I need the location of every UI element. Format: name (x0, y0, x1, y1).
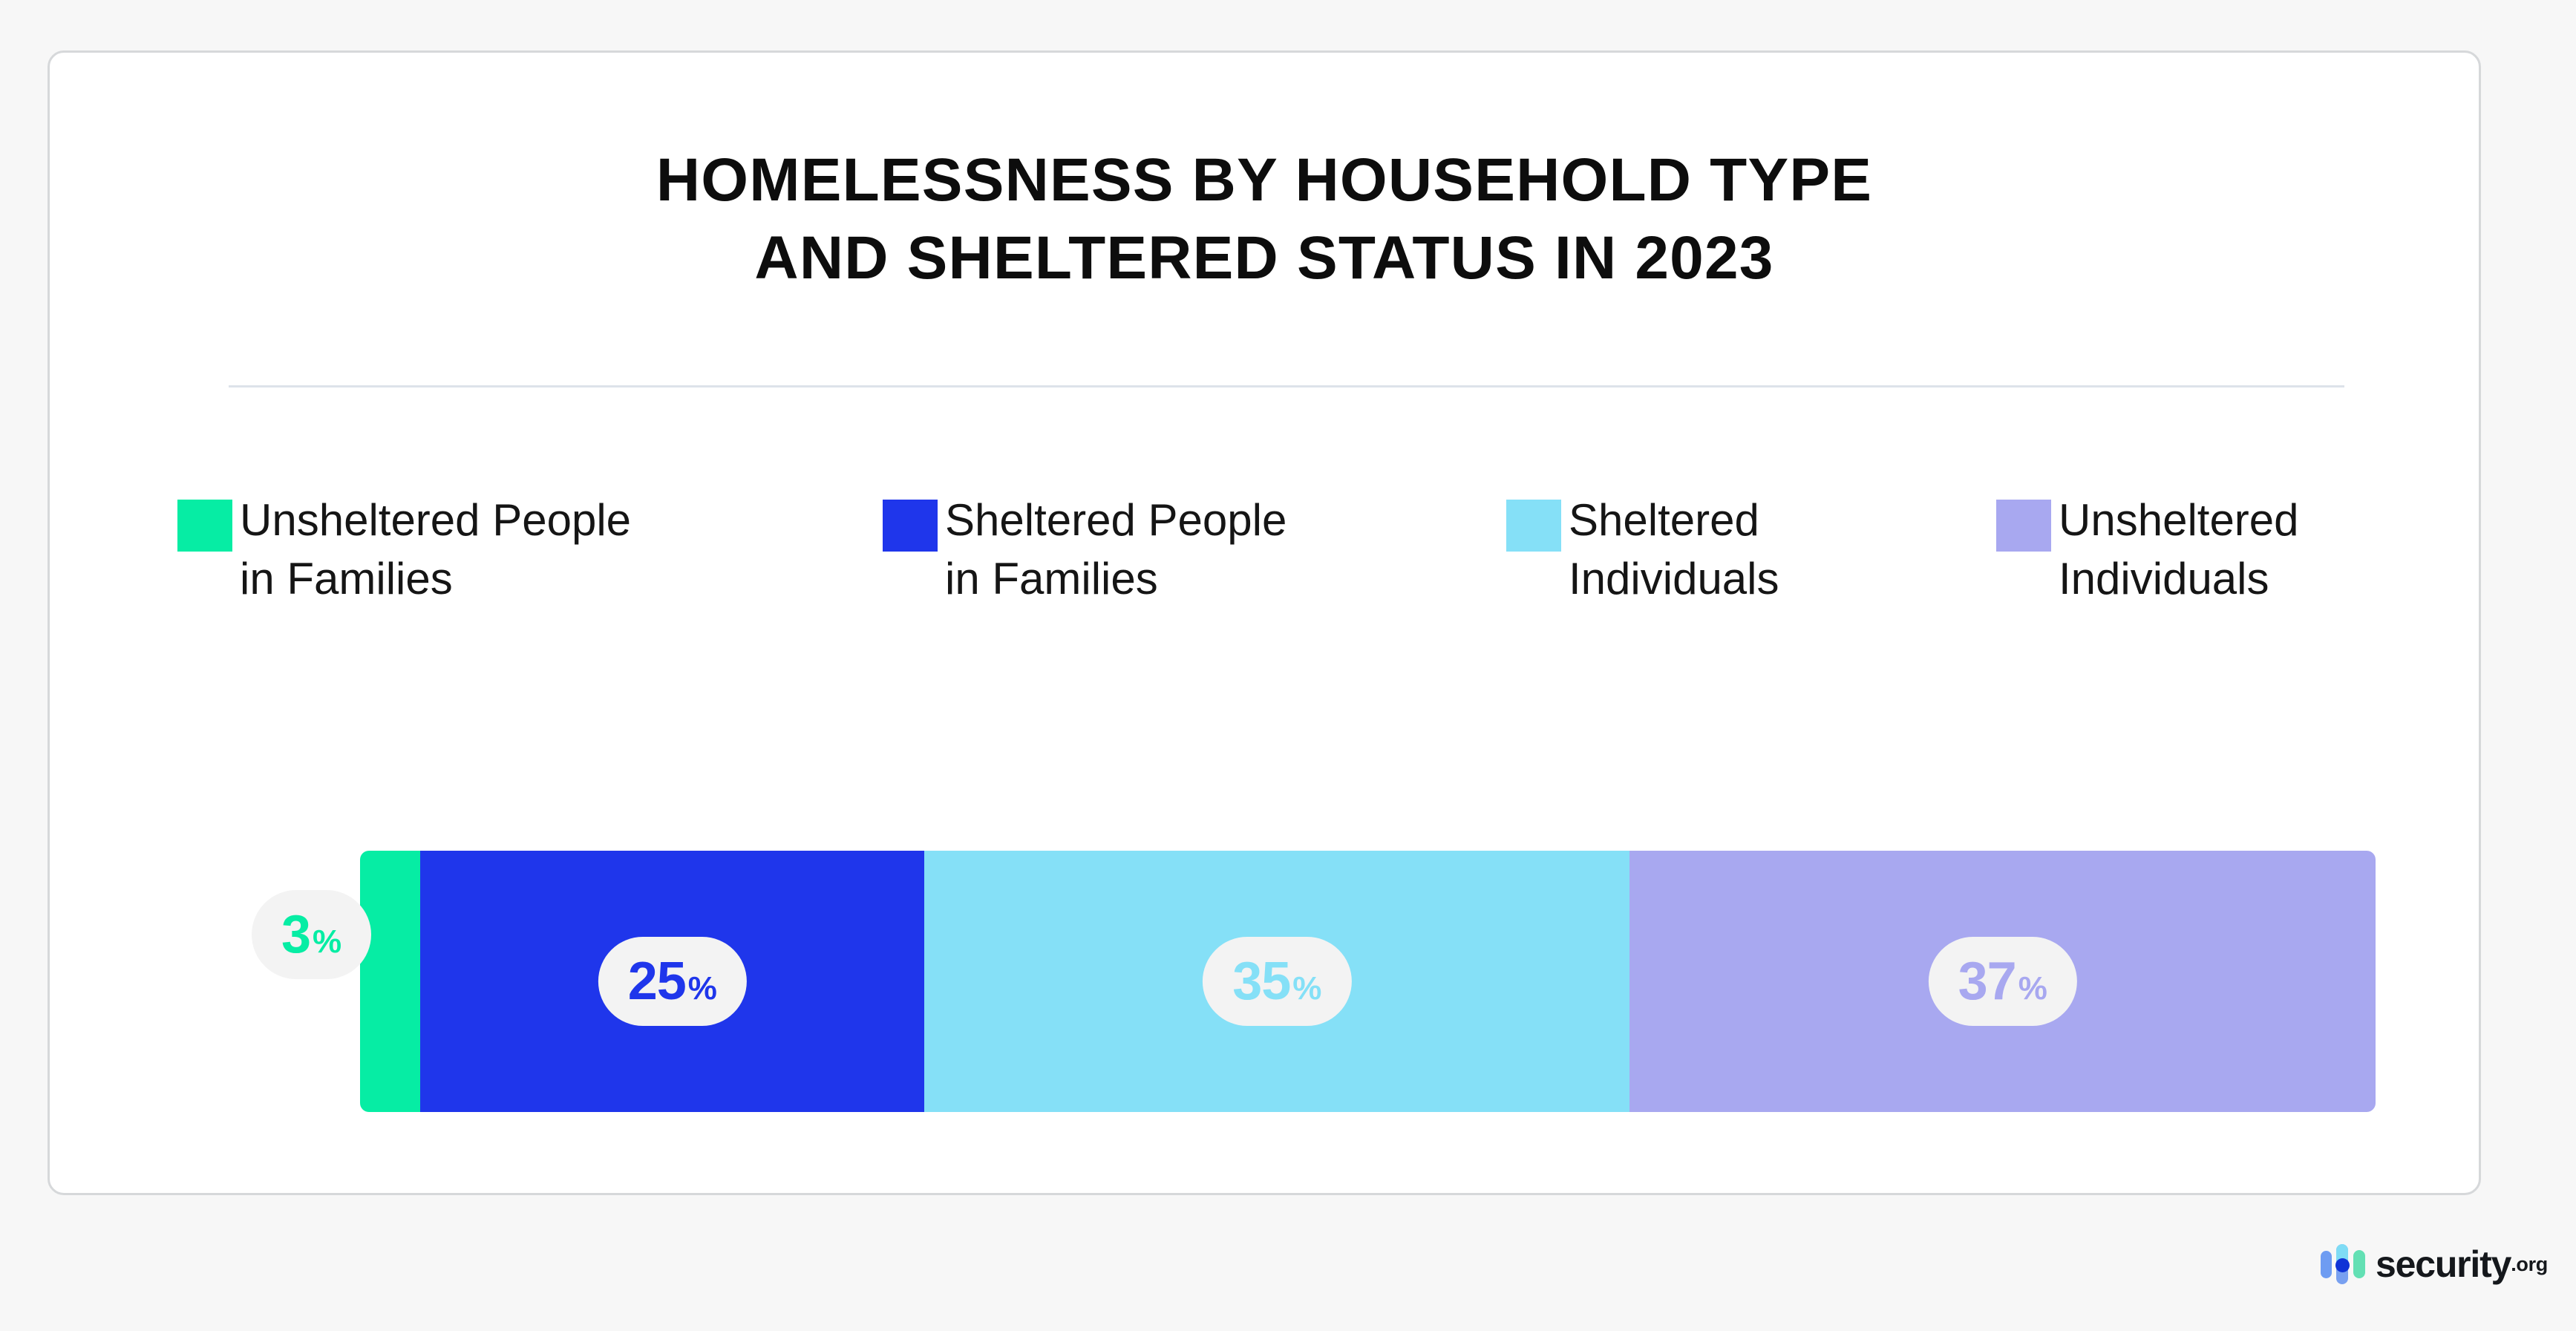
title-divider (229, 385, 2344, 387)
chart-legend: Unsheltered People in Families Sheltered… (177, 491, 2405, 639)
legend-item-unsheltered-families[interactable]: Unsheltered People in Families (177, 491, 860, 608)
title-line-2: AND SHELTERED STATUS IN 2023 (754, 223, 1774, 292)
legend-label-line-1: Unsheltered (2059, 495, 2299, 545)
data-label-unsheltered-families: 3% (252, 890, 372, 979)
legend-item-unsheltered-individuals[interactable]: Unsheltered Individuals (1996, 491, 2456, 608)
legend-item-sheltered-individuals[interactable]: Sheltered Individuals (1506, 491, 1996, 608)
logo-tld: .org (2511, 1252, 2548, 1275)
legend-item-label: Sheltered Individuals (1569, 491, 1779, 608)
bar-segment-sheltered-individuals[interactable]: 35% (924, 851, 1630, 1112)
bar-segment-unsheltered-individuals[interactable]: 37% (1629, 851, 2376, 1112)
stacked-bar-chart: 25% 35% 37% (360, 851, 2376, 1112)
data-label-value: 25 (627, 952, 687, 1011)
data-label-percent-sign: % (2018, 970, 2047, 1007)
logo-bar-right (2353, 1250, 2365, 1278)
legend-swatch-icon (177, 500, 232, 552)
legend-item-sheltered-families[interactable]: Sheltered People in Families (883, 491, 1491, 608)
data-label-value: 3 (281, 905, 311, 964)
legend-label-line-2: in Families (240, 554, 453, 604)
legend-item-label: Unsheltered Individuals (2059, 491, 2299, 608)
legend-swatch-icon (883, 500, 938, 552)
stacked-bar: 25% 35% 37% (360, 851, 2376, 1112)
legend-label-line-2: Individuals (2059, 554, 2269, 604)
page-title: HOMELESSNESS BY HOUSEHOLD TYPE AND SHELT… (50, 142, 2479, 298)
data-label-percent-sign: % (687, 970, 717, 1007)
logo-bar-left (2321, 1251, 2332, 1278)
bar-segment-sheltered-families[interactable]: 25% (420, 851, 925, 1112)
data-label-percent-sign: % (313, 923, 342, 960)
legend-swatch-icon (1506, 500, 1561, 552)
data-label-sheltered-families: 25% (598, 937, 747, 1026)
legend-label-line-2: Individuals (1569, 554, 1779, 604)
legend-label-line-2: in Families (945, 554, 1158, 604)
logo-dot-icon (2335, 1258, 2350, 1272)
chart-card: HOMELESSNESS BY HOUSEHOLD TYPE AND SHELT… (48, 50, 2481, 1195)
legend-label-line-1: Unsheltered People (240, 495, 632, 545)
bar-segment-unsheltered-families[interactable] (360, 851, 421, 1112)
legend-label-line-1: Sheltered (1569, 495, 1759, 545)
logo-wordmark: security (2376, 1243, 2511, 1285)
data-label-value: 35 (1232, 952, 1291, 1011)
data-label-value: 37 (1958, 952, 2017, 1011)
legend-label-line-1: Sheltered People (945, 495, 1287, 545)
security-logo-mark-icon (2321, 1241, 2367, 1287)
legend-swatch-icon (1996, 500, 2051, 552)
legend-item-label: Unsheltered People in Families (240, 491, 631, 608)
data-label-sheltered-individuals: 35% (1203, 937, 1352, 1026)
data-label-percent-sign: % (1292, 970, 1322, 1007)
title-line-1: HOMELESSNESS BY HOUSEHOLD TYPE (656, 146, 1873, 214)
security-org-logo[interactable]: security .org (2321, 1241, 2548, 1287)
legend-item-label: Sheltered People in Families (945, 491, 1287, 608)
data-label-unsheltered-individuals: 37% (1928, 937, 2077, 1026)
